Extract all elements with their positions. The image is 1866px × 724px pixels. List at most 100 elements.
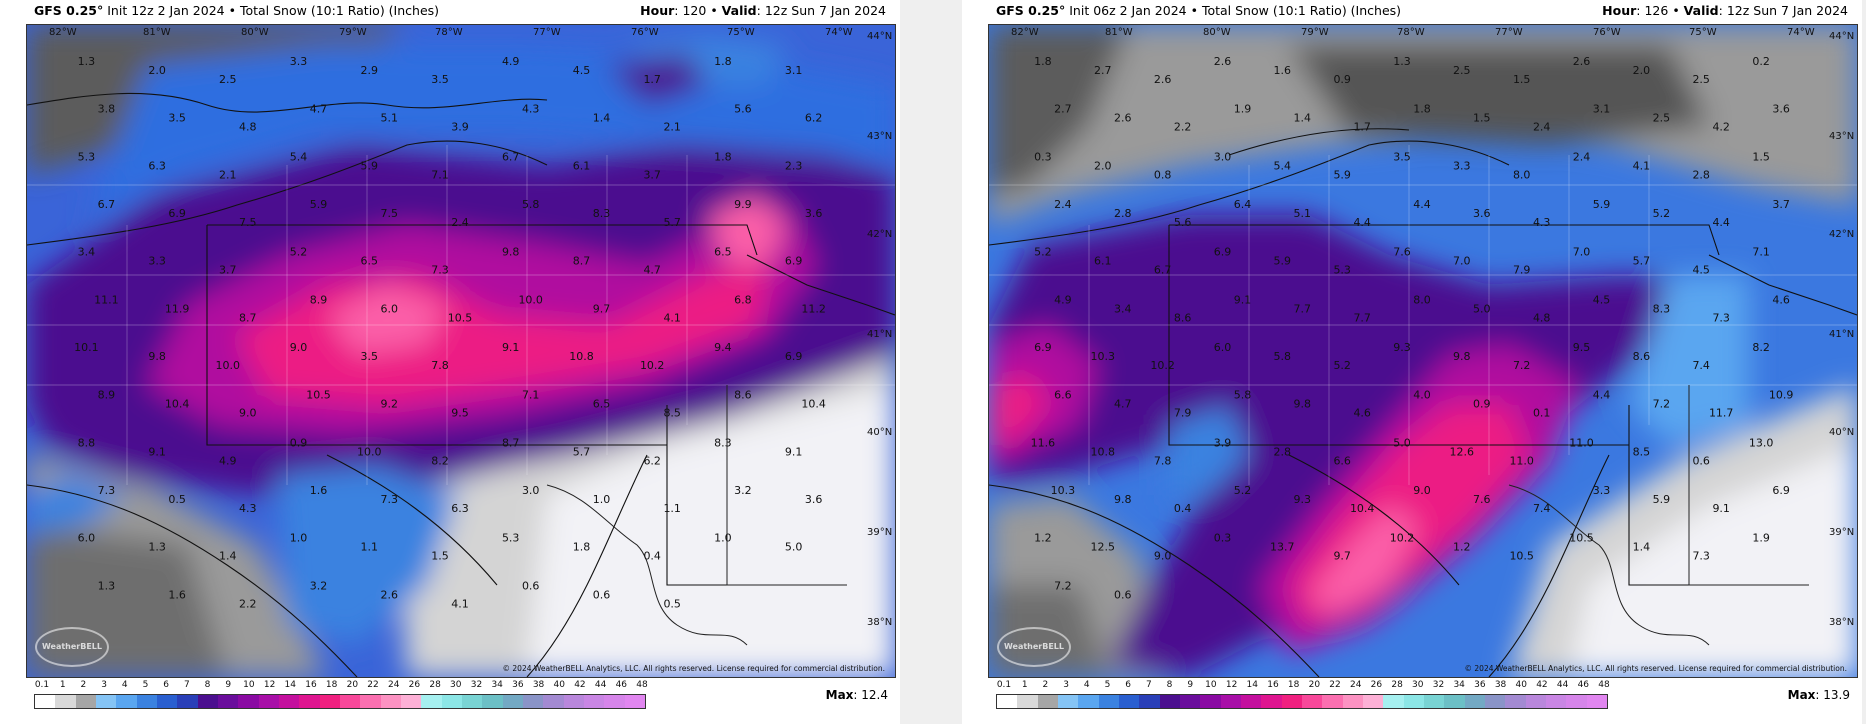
snowfall-value-label: 0.8: [1154, 168, 1172, 181]
legend-tick-label: 38: [532, 680, 545, 690]
lat-label: 40°N: [1829, 427, 1854, 438]
max-number: 12.4: [861, 688, 888, 702]
legend-tick-label: 46: [1577, 680, 1590, 690]
init-time: Init 06z 2 Jan 2024: [1069, 3, 1187, 18]
legend-tick-label: 48: [636, 680, 648, 690]
legend-tick-label: 4: [1083, 680, 1090, 690]
snowfall-value-label: 7.8: [1154, 454, 1172, 467]
legend-swatch: [95, 695, 117, 708]
snowfall-value-label: 2.4: [1533, 121, 1551, 134]
snowfall-value-label: 8.9: [98, 389, 116, 402]
legend-tick-label: 30: [450, 680, 462, 690]
snowfall-value-label: 1.8: [1034, 55, 1052, 68]
snowfall-value-label: 10.0: [357, 445, 382, 458]
snowfall-value-label: 0.6: [522, 579, 540, 592]
lon-label: 74°W: [825, 27, 853, 38]
snowfall-map: 82°W 81°W 80°W 79°W 78°W 77°W 76°W 75°W …: [26, 24, 896, 678]
snowfall-value-label: 8.7: [573, 255, 591, 268]
snowfall-value-label: 5.9: [1593, 198, 1611, 211]
snowfall-value-label: 10.5: [1569, 532, 1594, 545]
lat-label: 42°N: [867, 229, 892, 240]
snowfall-value-label: 3.3: [1593, 484, 1611, 497]
snowfall-value-label: 5.3: [1333, 264, 1351, 277]
snowfall-value-label: 2.2: [1174, 121, 1192, 134]
snowfall-value-label: 1.5: [1473, 112, 1491, 125]
legend-ticks: 0.1 1 2 3 4 5 6 7 8 9 10 12 14 16 18 20 22 24 26 28 30 32 34 36…: [34, 680, 654, 692]
snowfall-value-label: 5.2: [290, 246, 308, 259]
snowfall-value-label: 2.4: [1573, 150, 1591, 163]
snowfall-value-label: 3.2: [734, 484, 752, 497]
snowfall-value-label: 9.8: [148, 350, 166, 363]
snowfall-value-label: 0.4: [1174, 502, 1192, 515]
legend-tick-label: 36: [512, 680, 524, 690]
snowfall-value-label: 0.9: [1473, 398, 1491, 411]
snowfall-value-label: 3.9: [451, 121, 469, 134]
snowfall-value-label: 6.6: [1333, 454, 1351, 467]
snowfall-value-label: 11.6: [1031, 436, 1056, 449]
legend-swatch: [1159, 695, 1180, 708]
snowfall-value-label: 7.7: [1353, 311, 1371, 324]
copyright-notice: © 2024 WeatherBELL Analytics, LLC. All r…: [1464, 664, 1847, 673]
snowfall-value-label: 1.0: [290, 532, 308, 545]
lon-label: 77°W: [1495, 27, 1523, 38]
max-number: 13.9: [1823, 688, 1850, 702]
snowfall-value-label: 3.0: [1214, 150, 1232, 163]
legend-colorbar: [34, 694, 646, 709]
snowfall-value-label: 10.3: [1051, 484, 1076, 497]
lat-label: 42°N: [1829, 229, 1854, 240]
legend-swatch: [1322, 695, 1343, 708]
legend-tick-label: 8: [204, 680, 211, 690]
legend-swatch: [604, 695, 625, 708]
snowfall-value-label: 4.4: [1712, 216, 1730, 229]
snowfall-value-label: 9.7: [1333, 550, 1351, 563]
snowfall-value-label: 6.5: [593, 398, 611, 411]
snowfall-value-label: 4.5: [1692, 264, 1710, 277]
legend-swatch: [1403, 695, 1424, 708]
legend-swatch: [461, 695, 483, 708]
legend-swatch: [258, 695, 279, 708]
legend-swatch: [156, 695, 178, 708]
snowfall-value-label: 5.9: [1653, 493, 1671, 506]
snowfall-value-label: 7.9: [1174, 407, 1192, 420]
snowfall-value-label: 10.2: [640, 359, 665, 372]
snowfall-value-label: 7.5: [239, 216, 256, 229]
legend-tick-label: 14: [284, 680, 296, 690]
legend-tick-label: 26: [408, 680, 421, 690]
legend-swatch: [1179, 695, 1201, 708]
snowfall-value-label: 3.4: [1114, 302, 1132, 315]
legend-tick-label: 32: [470, 680, 483, 690]
snowfall-value-label: 6.7: [1154, 264, 1172, 277]
snowfall-value-label: 8.0: [1413, 293, 1431, 306]
legend-swatch: [1037, 695, 1058, 708]
snowfall-value-label: 5.1: [1294, 207, 1312, 220]
legend-swatch: [217, 695, 239, 708]
snowfall-value-label: 8.5: [663, 407, 681, 420]
snowfall-value-label: 9.9: [734, 198, 752, 211]
legend-tick-label: 42: [1536, 680, 1548, 690]
snowfall-value-label: 2.6: [381, 588, 399, 601]
snowfall-value-label: 6.7: [98, 198, 116, 211]
legend-tick-label: 4: [121, 680, 128, 690]
snowfall-value-label: 7.0: [1453, 255, 1471, 268]
snowfall-value-label: 7.0: [1573, 246, 1591, 259]
snowfall-value-label: 9.8: [502, 246, 520, 259]
snowfall-value-label: 10.0: [518, 293, 543, 306]
legend-tick-label: 42: [574, 680, 586, 690]
snowfall-value-label: 5.2: [1034, 246, 1052, 259]
legend-swatch: [522, 695, 544, 708]
legend-tick-label: 7: [183, 680, 190, 690]
legend-swatch: [1261, 695, 1282, 708]
snowfall-value-label: 7.6: [1473, 493, 1491, 506]
legend-tick-label: 26: [1370, 680, 1383, 690]
snowfall-value-label: 7.2: [1054, 579, 1072, 592]
snowfall-value-label: 4.1: [451, 597, 469, 610]
lon-label: 74°W: [1787, 27, 1815, 38]
snowfall-value-label: 7.2: [1653, 398, 1671, 411]
snowfall-value-label: 10.5: [448, 311, 473, 324]
legend-swatch: [1342, 695, 1363, 708]
copyright-notice: © 2024 WeatherBELL Analytics, LLC. All r…: [502, 664, 885, 673]
snowfall-value-label: 4.3: [1533, 216, 1551, 229]
lat-label: 44°N: [867, 31, 892, 42]
snowfall-value-label: 1.8: [714, 150, 732, 163]
snowfall-value-label: 7.3: [431, 264, 449, 277]
